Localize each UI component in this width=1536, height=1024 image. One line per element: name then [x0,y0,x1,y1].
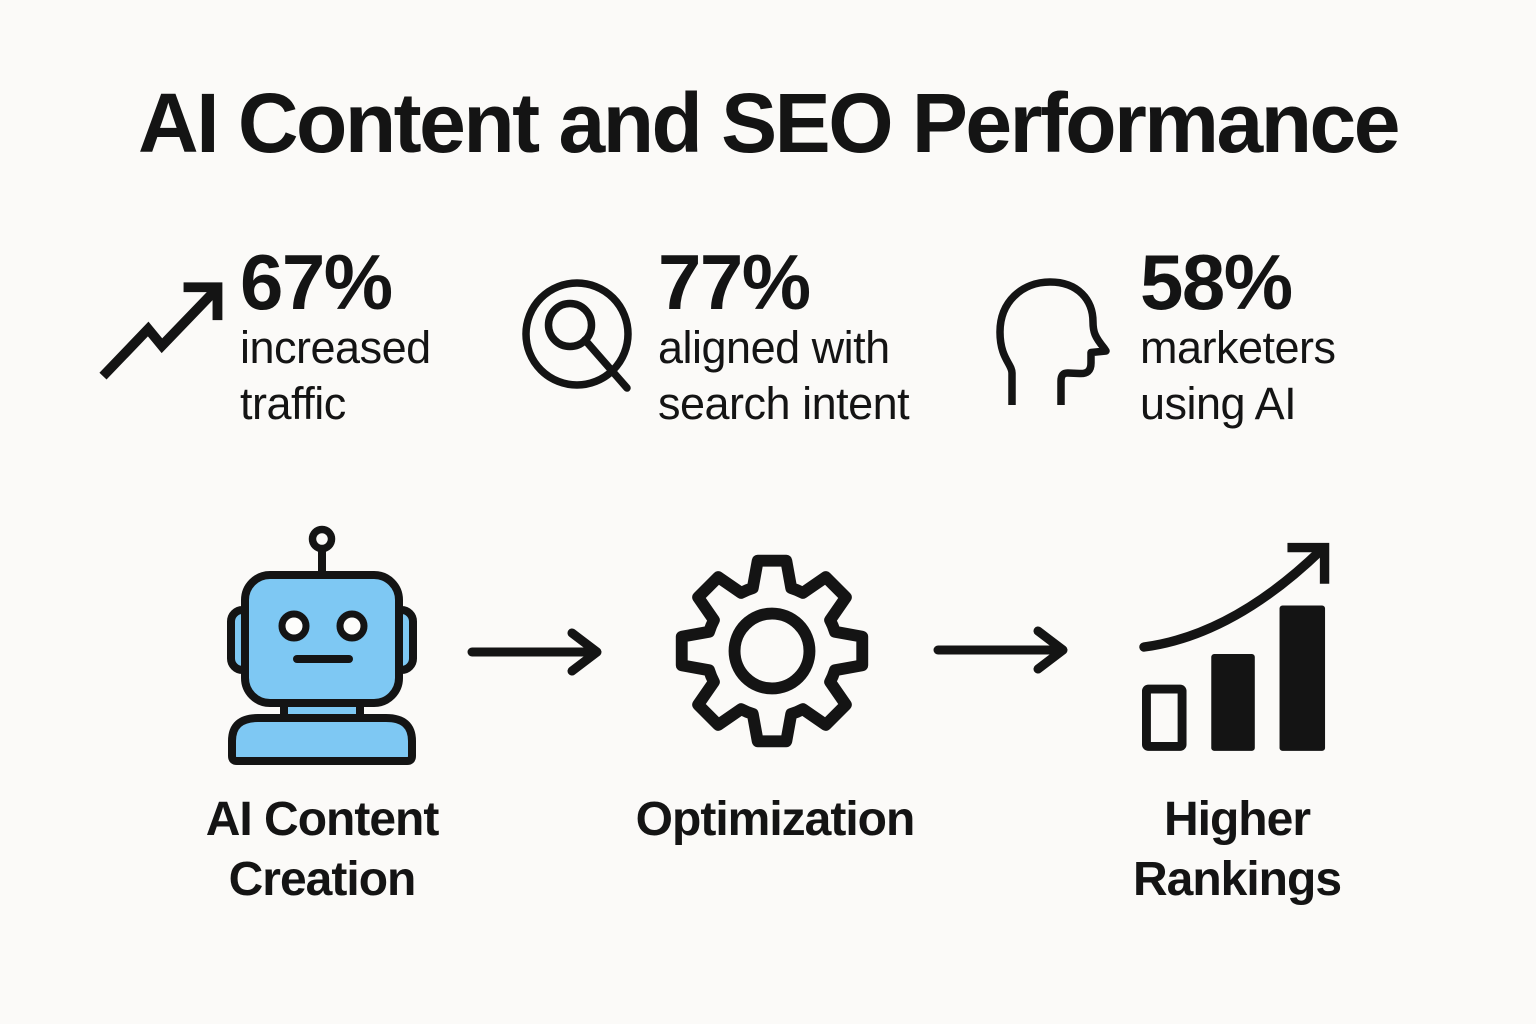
flow-step-label: Higher Rankings [1132,793,1342,906]
robot-icon [227,520,417,765]
trending-up-icon [95,272,223,385]
stat-value: 77% [658,238,811,326]
stat-label: marketers using AI [1140,322,1336,429]
arrow-right-icon [467,624,608,680]
stat-value: 58% [1140,238,1293,326]
head-profile-icon [992,275,1113,405]
gear-icon [666,545,878,757]
bar-chart-growth-icon [1139,542,1330,756]
flow-step-label: Optimization [635,793,916,846]
stat-label: increased traffic [240,322,431,429]
flow-step-label: AI Content Creation [205,793,440,906]
stat-value: 67% [240,238,393,326]
arrow-right-icon [933,622,1074,678]
stat-label: aligned with search intent [658,322,910,429]
search-icon [517,277,637,397]
page-title: AI Content and SEO Performance [138,76,1400,170]
